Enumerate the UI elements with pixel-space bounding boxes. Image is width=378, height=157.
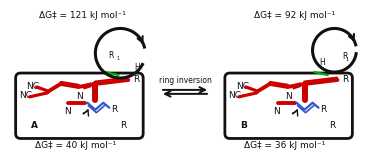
Text: ΔG‡ = 121 kJ mol⁻¹: ΔG‡ = 121 kJ mol⁻¹: [39, 11, 126, 20]
Text: R: R: [111, 105, 118, 114]
Text: ring inversion: ring inversion: [159, 76, 211, 85]
Text: B: B: [240, 121, 247, 130]
Text: NC: NC: [26, 82, 40, 91]
Text: ΔG‡ = 36 kJ mol⁻¹: ΔG‡ = 36 kJ mol⁻¹: [244, 141, 325, 150]
Text: H: H: [134, 63, 140, 72]
Text: NC: NC: [19, 91, 32, 100]
Text: ΔG‡ = 40 kJ mol⁻¹: ΔG‡ = 40 kJ mol⁻¹: [35, 141, 116, 150]
Text: N: N: [285, 92, 292, 101]
Text: R: R: [330, 121, 336, 130]
Text: R: R: [342, 52, 348, 61]
Text: R: R: [133, 76, 139, 84]
Text: H: H: [319, 58, 324, 67]
Text: 1: 1: [345, 57, 349, 62]
Text: R: R: [108, 51, 113, 60]
Text: NC: NC: [236, 82, 249, 91]
Text: R: R: [321, 105, 327, 114]
Text: R: R: [120, 121, 127, 130]
Text: NC: NC: [228, 91, 241, 100]
Text: N: N: [273, 107, 280, 116]
Text: N: N: [76, 92, 83, 101]
Text: A: A: [31, 121, 37, 130]
Text: 1: 1: [116, 56, 119, 61]
Text: ΔG‡ = 92 kJ mol⁻¹: ΔG‡ = 92 kJ mol⁻¹: [254, 11, 335, 20]
Text: N: N: [64, 107, 71, 116]
Text: R: R: [342, 76, 349, 84]
